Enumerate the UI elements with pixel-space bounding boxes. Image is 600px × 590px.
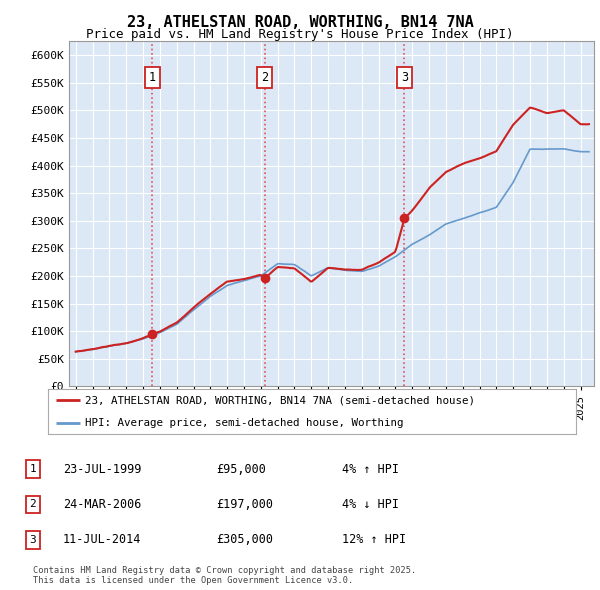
Text: HPI: Average price, semi-detached house, Worthing: HPI: Average price, semi-detached house,… <box>85 418 403 428</box>
Text: 1: 1 <box>29 464 37 474</box>
Text: Price paid vs. HM Land Registry's House Price Index (HPI): Price paid vs. HM Land Registry's House … <box>86 28 514 41</box>
Text: 12% ↑ HPI: 12% ↑ HPI <box>342 533 406 546</box>
Text: 2: 2 <box>29 500 37 509</box>
Text: 3: 3 <box>401 71 408 84</box>
Text: 1: 1 <box>149 71 156 84</box>
Text: 23, ATHELSTAN ROAD, WORTHING, BN14 7NA (semi-detached house): 23, ATHELSTAN ROAD, WORTHING, BN14 7NA (… <box>85 395 475 405</box>
Text: 3: 3 <box>29 535 37 545</box>
Text: £197,000: £197,000 <box>216 498 273 511</box>
Text: 11-JUL-2014: 11-JUL-2014 <box>63 533 142 546</box>
Text: 23-JUL-1999: 23-JUL-1999 <box>63 463 142 476</box>
Text: 4% ↑ HPI: 4% ↑ HPI <box>342 463 399 476</box>
Text: 24-MAR-2006: 24-MAR-2006 <box>63 498 142 511</box>
Text: 4% ↓ HPI: 4% ↓ HPI <box>342 498 399 511</box>
Text: £305,000: £305,000 <box>216 533 273 546</box>
Text: 2: 2 <box>261 71 268 84</box>
Text: 23, ATHELSTAN ROAD, WORTHING, BN14 7NA: 23, ATHELSTAN ROAD, WORTHING, BN14 7NA <box>127 15 473 30</box>
Text: £95,000: £95,000 <box>216 463 266 476</box>
Text: Contains HM Land Registry data © Crown copyright and database right 2025.
This d: Contains HM Land Registry data © Crown c… <box>33 566 416 585</box>
